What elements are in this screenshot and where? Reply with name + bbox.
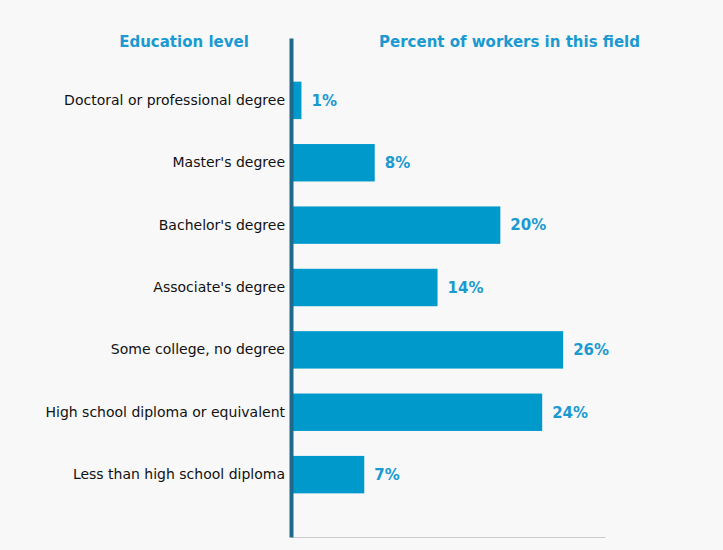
y-tick-label: Associate's degree — [153, 279, 285, 295]
y-tick: Bachelor's degree — [159, 217, 285, 233]
y-tick-label: Some college, no degree — [111, 341, 285, 357]
y-tick: Associate's degree — [153, 279, 285, 295]
y-tick: High school diploma or equivalent — [45, 404, 285, 420]
y-axis-title: Education level — [119, 33, 249, 51]
data-label: 26% — [573, 341, 609, 359]
data-label: 8% — [385, 154, 410, 172]
x-axis-line — [292, 537, 606, 538]
bar — [291, 394, 542, 431]
y-tick-label: Master's degree — [173, 154, 285, 170]
y-tick-label: Bachelor's degree — [159, 217, 285, 233]
data-label: 14% — [448, 279, 484, 297]
y-tick-label: High school diploma or equivalent — [45, 404, 285, 420]
x-axis-title: Percent of workers in this field — [379, 33, 640, 51]
data-label: 7% — [374, 466, 399, 484]
bar — [291, 456, 364, 493]
y-tick: Less than high school diploma — [73, 466, 285, 482]
y-tick: Master's degree — [173, 154, 285, 170]
x-axis — [292, 537, 606, 538]
data-label: 1% — [311, 92, 336, 110]
y-axis-line — [290, 39, 294, 538]
bar — [291, 144, 375, 181]
data-labels: 1% 8% 20% 14% 26% 24% 7% — [311, 92, 609, 484]
data-label: 20% — [510, 216, 546, 234]
data-label: 24% — [552, 404, 588, 422]
bar — [291, 206, 500, 243]
y-tick: Doctoral or professional degree — [64, 92, 285, 108]
y-tick-label: Less than high school diploma — [73, 466, 285, 482]
chart: Education level Percent of workers in thi… — [0, 0, 723, 550]
bars — [291, 82, 563, 494]
bar — [291, 269, 438, 306]
y-axis: Doctoral or professional degree Master's … — [45, 39, 291, 538]
y-tick: Some college, no degree — [111, 341, 285, 357]
y-tick-label: Doctoral or professional degree — [64, 92, 285, 108]
bar — [291, 331, 563, 368]
